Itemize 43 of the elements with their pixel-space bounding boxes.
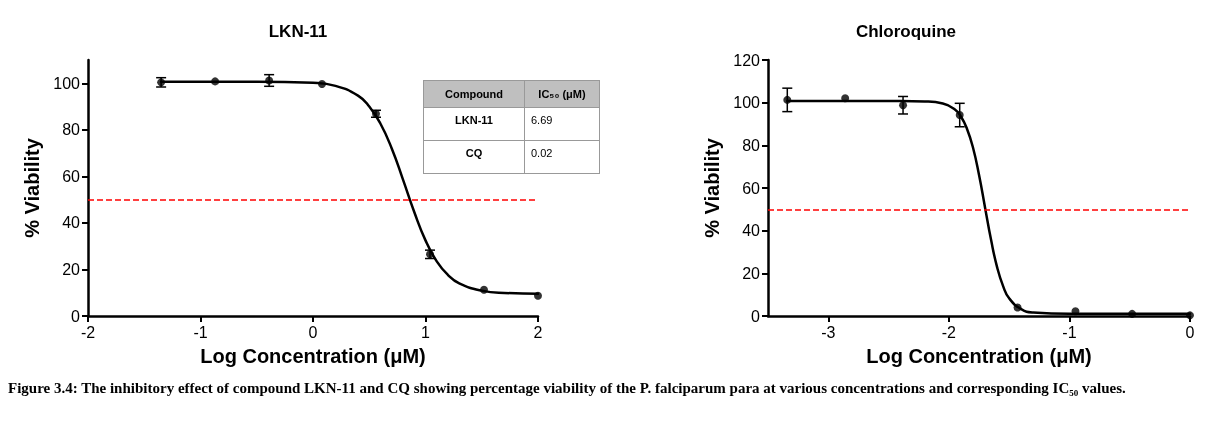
x-tick-label: -1: [1062, 323, 1077, 341]
annotation: Compound: [423, 80, 525, 108]
point: [1071, 307, 1080, 316]
chart-title: LKN-11: [268, 22, 328, 41]
annotation: 6.69: [524, 107, 600, 141]
chart-title: Chloroquine: [855, 22, 957, 41]
point: [318, 79, 326, 88]
y-tick-label: 60: [62, 167, 81, 185]
x-tick-label: 0: [308, 323, 318, 341]
x-tick-label: -1: [193, 323, 208, 341]
y-tick-label: 80: [742, 136, 761, 154]
y-tick-label: 0: [71, 307, 81, 325]
y-tick-label: 20: [742, 264, 761, 282]
point: [1128, 309, 1137, 318]
annotation: CQ: [423, 140, 525, 174]
y-tick-label: 20: [62, 260, 81, 278]
y-tick-label: 80: [62, 121, 81, 139]
y-tick-label: 40: [742, 222, 761, 240]
y-tick-label: 40: [62, 214, 81, 232]
y-tick-label: 100: [733, 94, 761, 112]
annotation: 0.02: [524, 140, 600, 174]
point: [480, 285, 488, 294]
y-tick-label: 100: [53, 74, 81, 92]
y-axis-title: % Viability: [21, 137, 44, 238]
x-tick-label: -2: [80, 323, 96, 341]
point: [534, 291, 542, 300]
x-tick-label: 0: [1185, 323, 1195, 341]
x-tick-label: 2: [533, 323, 543, 341]
y-tick-label: 60: [742, 179, 761, 197]
x-tick-label: -3: [821, 323, 836, 341]
x-tick-label: -2: [941, 323, 957, 341]
point: [841, 94, 850, 103]
point: [1013, 303, 1022, 312]
x-tick-label: 1: [421, 323, 431, 341]
y-tick-label: 0: [751, 307, 761, 325]
y-axis-title: % Viability: [701, 137, 724, 238]
x-axis-title: Log Concentration (μM): [200, 345, 426, 367]
caption: Figure 3.4: The inhibitory effect of compound LKN-11 and CQ showing percentage viability of the P. falciparum para at various concentrations and corresponding IC₅₀ values.: [8, 380, 1127, 397]
x-axis-title: Log Concentration (μM): [866, 345, 1092, 367]
text: IC₅₀ (μM): [524, 80, 600, 108]
annotation: LKN-11: [423, 107, 525, 141]
point: [211, 77, 220, 86]
y-tick-label: 120: [733, 51, 761, 69]
